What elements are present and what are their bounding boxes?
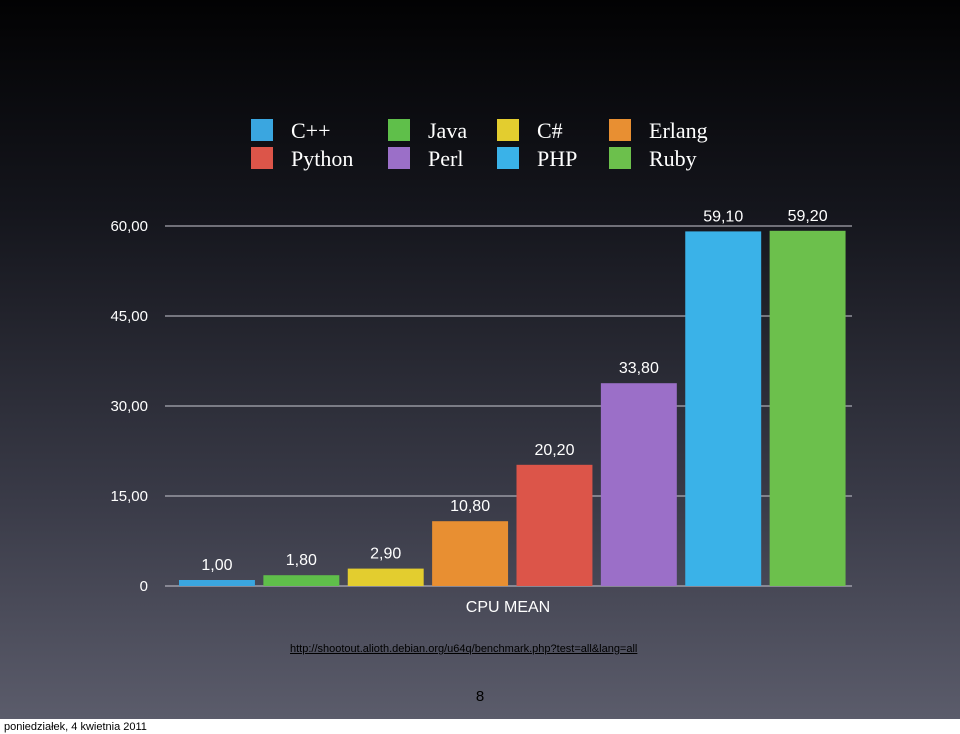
data-label: 33,80 xyxy=(619,360,659,377)
legend-label: Python xyxy=(291,146,353,171)
legend-swatch xyxy=(609,119,631,141)
y-tick-label: 60,00 xyxy=(110,218,148,235)
source-link[interactable]: http://shootout.alioth.debian.org/u64q/b… xyxy=(290,643,638,655)
bar xyxy=(769,230,846,587)
bars: 1,00 1,80 2,90 10,80 20,20 33,80 59,10 59,20 xyxy=(179,208,846,587)
y-tick-label: 45,00 xyxy=(110,308,148,325)
legend: C++ Java C# Erlang Python Perl PHP Ruby xyxy=(251,118,708,171)
y-tick-label: 15,00 xyxy=(110,488,148,505)
footer-date: poniedziałek, 4 kwietnia 2011 xyxy=(4,721,147,733)
page-number: 8 xyxy=(475,688,485,705)
legend-label: PHP xyxy=(537,146,577,171)
data-label: 1,00 xyxy=(201,557,232,574)
legend-swatch xyxy=(388,119,410,141)
legend-label: C# xyxy=(537,118,563,143)
legend-label: Erlang xyxy=(649,118,708,143)
data-label: 20,20 xyxy=(534,442,574,459)
bar xyxy=(432,521,509,586)
legend-swatch xyxy=(388,147,410,169)
bar xyxy=(516,464,593,586)
data-label: 1,80 xyxy=(286,552,317,569)
bar xyxy=(685,231,762,586)
bar xyxy=(179,580,255,586)
legend-label: Perl xyxy=(428,146,463,171)
bar-chart: C++ Java C# Erlang Python Perl PHP Ruby 0 15,00 3… xyxy=(110,118,852,616)
bar xyxy=(347,568,424,586)
data-label: 59,20 xyxy=(788,208,828,225)
bar xyxy=(600,383,677,586)
legend-label: Ruby xyxy=(649,146,697,171)
y-tick-label: 0 xyxy=(140,578,148,595)
legend-swatch xyxy=(251,119,273,141)
legend-label: C++ xyxy=(291,118,331,143)
legend-swatch xyxy=(609,147,631,169)
legend-swatch xyxy=(497,119,519,141)
x-axis-title: CPU MEAN xyxy=(466,599,550,616)
data-label: 59,10 xyxy=(703,208,743,225)
bar xyxy=(263,575,340,586)
data-label: 2,90 xyxy=(370,546,401,563)
legend-label: Java xyxy=(428,118,467,143)
y-tick-label: 30,00 xyxy=(110,398,148,415)
data-label: 10,80 xyxy=(450,498,490,515)
legend-swatch xyxy=(251,147,273,169)
legend-swatch xyxy=(497,147,519,169)
